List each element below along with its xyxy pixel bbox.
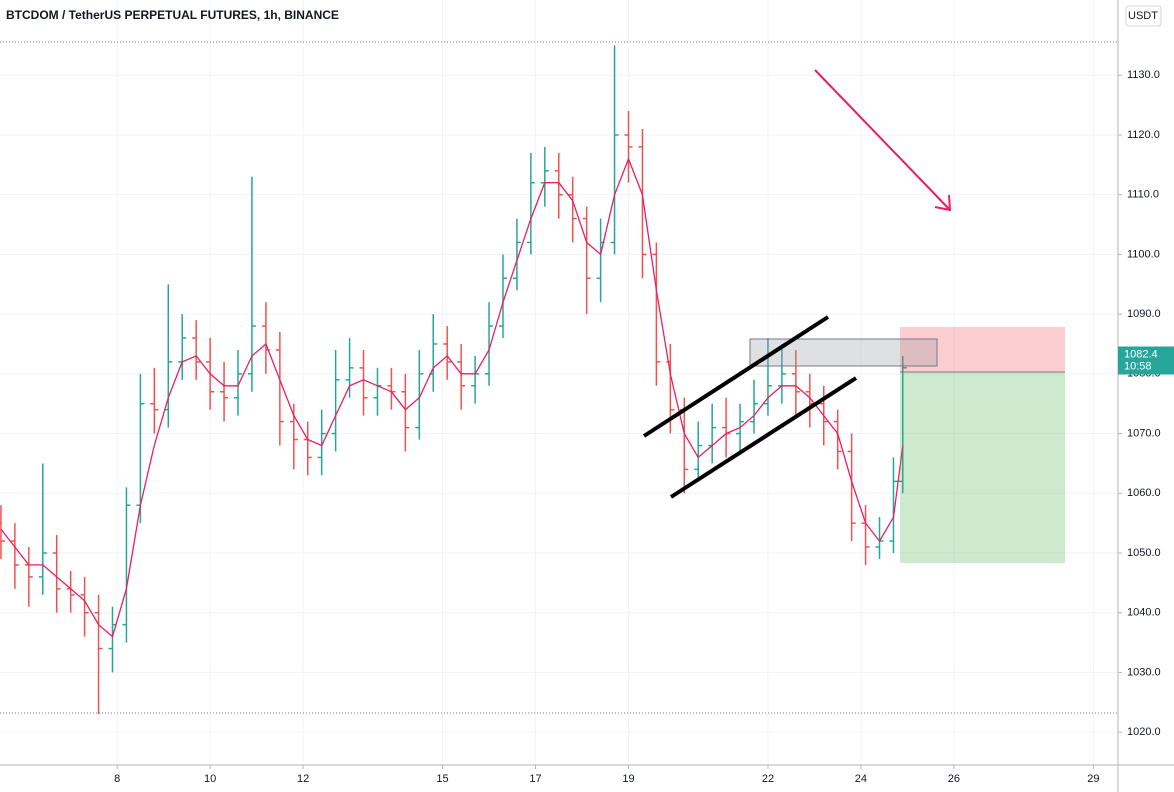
- y-tick-label: 1100.0: [1127, 248, 1160, 260]
- stop-zone: [900, 327, 1065, 372]
- moving-average: [0, 157, 904, 638]
- y-tick-label: 1110.0: [1127, 189, 1159, 201]
- x-tick-label: 15: [436, 773, 448, 785]
- x-tick-label: 17: [529, 773, 541, 785]
- chart-title: BTCDOM / TetherUS PERPETUAL FUTURES, 1h,…: [6, 8, 339, 22]
- x-tick-label: 29: [1087, 773, 1099, 785]
- x-tick-label: 22: [762, 773, 774, 785]
- time-axis: [0, 765, 1174, 792]
- channel-top: [642, 315, 830, 438]
- last-price-tag: [1118, 346, 1174, 375]
- currency[interactable]: USDT: [1128, 10, 1158, 22]
- series: [0, 45, 907, 715]
- x-tick-label: 10: [204, 773, 216, 785]
- y-tick-label: 1050.0: [1127, 547, 1161, 559]
- y-tick-label: 1130.0: [1127, 69, 1160, 81]
- x-tick-label: 24: [855, 773, 867, 785]
- y-tick-label: 1020.0: [1127, 726, 1161, 738]
- axes: 1020.01030.01040.01050.01060.01070.01080…: [114, 69, 1174, 785]
- arrow-head: [934, 194, 952, 212]
- y-tick-label: 1090.0: [1127, 308, 1161, 320]
- channel-bottom: [669, 376, 858, 499]
- y-tick-label: 1070.0: [1127, 427, 1161, 439]
- price-axis: [1118, 0, 1174, 792]
- y-tick-label: 1120.0: [1127, 129, 1160, 141]
- countdown: 10:58: [1124, 360, 1152, 372]
- x-tick-label: 26: [948, 773, 960, 785]
- zone-box: [749, 338, 938, 367]
- x-tick-label: 8: [114, 773, 120, 785]
- y-tick-label: 1030.0: [1127, 666, 1161, 678]
- target-zone: [900, 372, 1065, 563]
- y-tick-label: 1060.0: [1127, 487, 1161, 499]
- arrow: [814, 69, 951, 211]
- x-tick-label: 19: [622, 773, 634, 785]
- last-price: 1082.4: [1124, 348, 1158, 360]
- x-tick-label: 12: [297, 773, 309, 785]
- currency-box[interactable]: [1125, 5, 1162, 27]
- y-tick-label: 1040.0: [1127, 607, 1161, 619]
